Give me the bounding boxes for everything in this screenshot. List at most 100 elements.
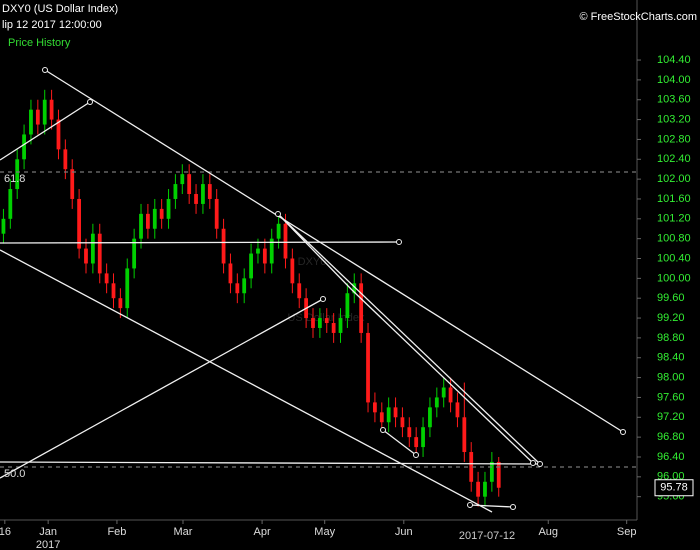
x-tick-label: 16	[0, 526, 11, 538]
candle-body	[483, 481, 487, 497]
anchor	[530, 460, 536, 466]
candle-body	[90, 233, 95, 264]
y-tick-label: 98.40	[657, 352, 685, 364]
candle-body	[262, 248, 267, 264]
y-tick-label: 99.20	[657, 312, 685, 324]
anchor	[275, 211, 281, 217]
anchor	[467, 502, 473, 508]
candle-body	[393, 407, 398, 418]
candle-body	[276, 223, 281, 239]
candle-body	[386, 407, 391, 423]
y-tick-label: 98.00	[657, 372, 685, 384]
anchor	[320, 296, 326, 302]
y-tick-label: 103.60	[657, 94, 691, 106]
y-tick-label: 104.40	[657, 54, 691, 66]
candle-body	[311, 318, 315, 328]
x-tick-label: May	[314, 526, 335, 538]
candle-body	[207, 184, 212, 199]
y-tick-label: 101.20	[657, 213, 691, 225]
chart-title: DXY0 (US Dollar Index)	[2, 3, 118, 15]
candle-body	[29, 109, 33, 135]
candle-body	[352, 283, 357, 294]
y-tick-label: 100.40	[657, 252, 691, 264]
candle-body	[290, 258, 295, 284]
x-tick-label: Mar	[174, 526, 193, 538]
trendline	[469, 504, 514, 508]
candle-body	[441, 387, 446, 398]
y-tick-label: 100.00	[657, 272, 691, 284]
candle-body	[496, 461, 501, 488]
candle-body	[49, 99, 54, 120]
candle-body	[359, 283, 364, 333]
trendline	[0, 298, 324, 479]
y-tick-label: 100.80	[657, 233, 691, 245]
fib-label: 50.0	[4, 468, 25, 480]
last-price: 95.78	[660, 482, 688, 494]
source: © FreeStockCharts.com	[579, 11, 697, 23]
y-tick-label: 103.20	[657, 113, 691, 125]
anchor	[620, 429, 626, 435]
candle-body	[407, 427, 412, 438]
x-tick-label: Jun	[395, 526, 413, 538]
watermark: DXY0	[298, 256, 327, 268]
candle-body	[455, 402, 460, 418]
anchor	[413, 452, 419, 458]
candle-body	[345, 293, 350, 319]
candle-body	[194, 194, 198, 204]
candle-body	[331, 323, 336, 333]
candle-body	[35, 109, 40, 125]
x-year-label: 2017	[36, 539, 60, 550]
candle-body	[221, 228, 226, 264]
y-tick-label: 96.80	[657, 431, 685, 443]
candle-body	[70, 169, 75, 199]
candle-body	[400, 417, 405, 428]
anchor	[537, 461, 543, 467]
x-tick-label: Apr	[254, 526, 271, 538]
y-tick-label: 99.60	[657, 292, 685, 304]
candle-body	[22, 134, 26, 160]
candle-body	[324, 318, 329, 324]
candle-body	[146, 213, 150, 229]
candle-body	[139, 213, 143, 239]
candle-body	[77, 198, 82, 249]
anchor	[396, 239, 402, 245]
candle-body	[373, 402, 377, 413]
cursor-date: 2017-07-12	[459, 530, 515, 542]
y-tick-label: 96.40	[657, 451, 685, 463]
candle-body	[366, 332, 370, 403]
candle-body	[434, 397, 439, 408]
anchor	[42, 67, 48, 73]
y-tick-label: 102.40	[657, 153, 691, 165]
candle-body	[283, 223, 288, 259]
candle-body	[111, 283, 116, 299]
candle-body	[8, 189, 13, 219]
anchor	[380, 427, 386, 433]
subtitle: lip 12 2017 12:00:00	[2, 19, 102, 31]
candle-body	[201, 184, 205, 204]
trendline	[277, 213, 353, 291]
y-tick-label: 102.00	[657, 173, 691, 185]
candle-body	[1, 218, 6, 234]
x-tick-label: Aug	[538, 526, 558, 538]
price-box	[654, 479, 694, 497]
candle-body	[428, 407, 432, 428]
candle-body	[214, 198, 219, 229]
plot	[1, 89, 501, 507]
x-tick-label: Feb	[107, 526, 126, 538]
candle-body	[414, 437, 419, 448]
candle-body	[338, 318, 343, 333]
candle-body	[379, 412, 384, 423]
candle-body	[249, 253, 253, 279]
candle-body	[84, 248, 88, 264]
candle-body	[15, 159, 20, 190]
trendline	[0, 101, 91, 161]
candle-body	[125, 268, 130, 309]
candle-body	[187, 174, 192, 195]
candle-body	[462, 417, 467, 453]
candle-body	[228, 263, 233, 284]
candle-body	[256, 248, 260, 254]
candle-body	[104, 273, 109, 284]
trendlines	[0, 67, 637, 513]
anchor	[87, 99, 93, 105]
